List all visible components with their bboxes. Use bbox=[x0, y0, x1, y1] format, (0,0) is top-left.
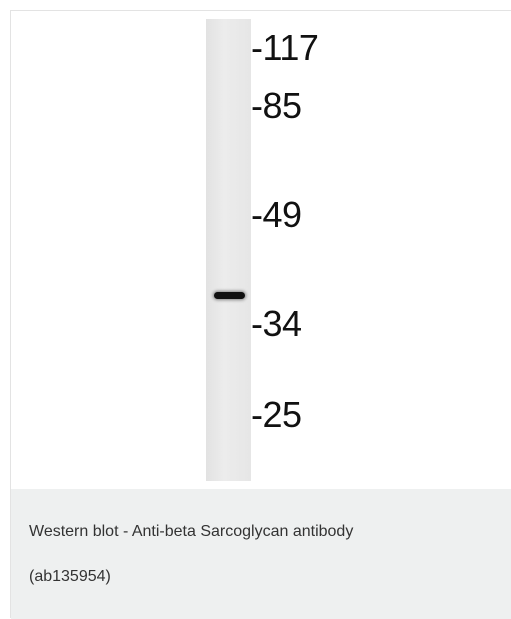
marker-label: -117 bbox=[251, 30, 318, 66]
figure: -117 -85 -49 -34 -25 Western blot - Anti… bbox=[10, 10, 511, 618]
marker-label: -25 bbox=[251, 397, 302, 433]
marker-label: -34 bbox=[251, 306, 302, 342]
lane bbox=[206, 19, 251, 481]
caption-box: Western blot - Anti-beta Sarcoglycan ant… bbox=[11, 489, 511, 619]
page: -117 -85 -49 -34 -25 Western blot - Anti… bbox=[0, 0, 511, 618]
marker-label: -49 bbox=[251, 197, 302, 233]
blot-image: -117 -85 -49 -34 -25 bbox=[11, 11, 511, 489]
marker-label: -85 bbox=[251, 88, 302, 124]
caption-line: (ab135954) bbox=[29, 568, 111, 586]
band bbox=[214, 292, 245, 299]
caption-line: Western blot - Anti-beta Sarcoglycan ant… bbox=[29, 523, 353, 541]
